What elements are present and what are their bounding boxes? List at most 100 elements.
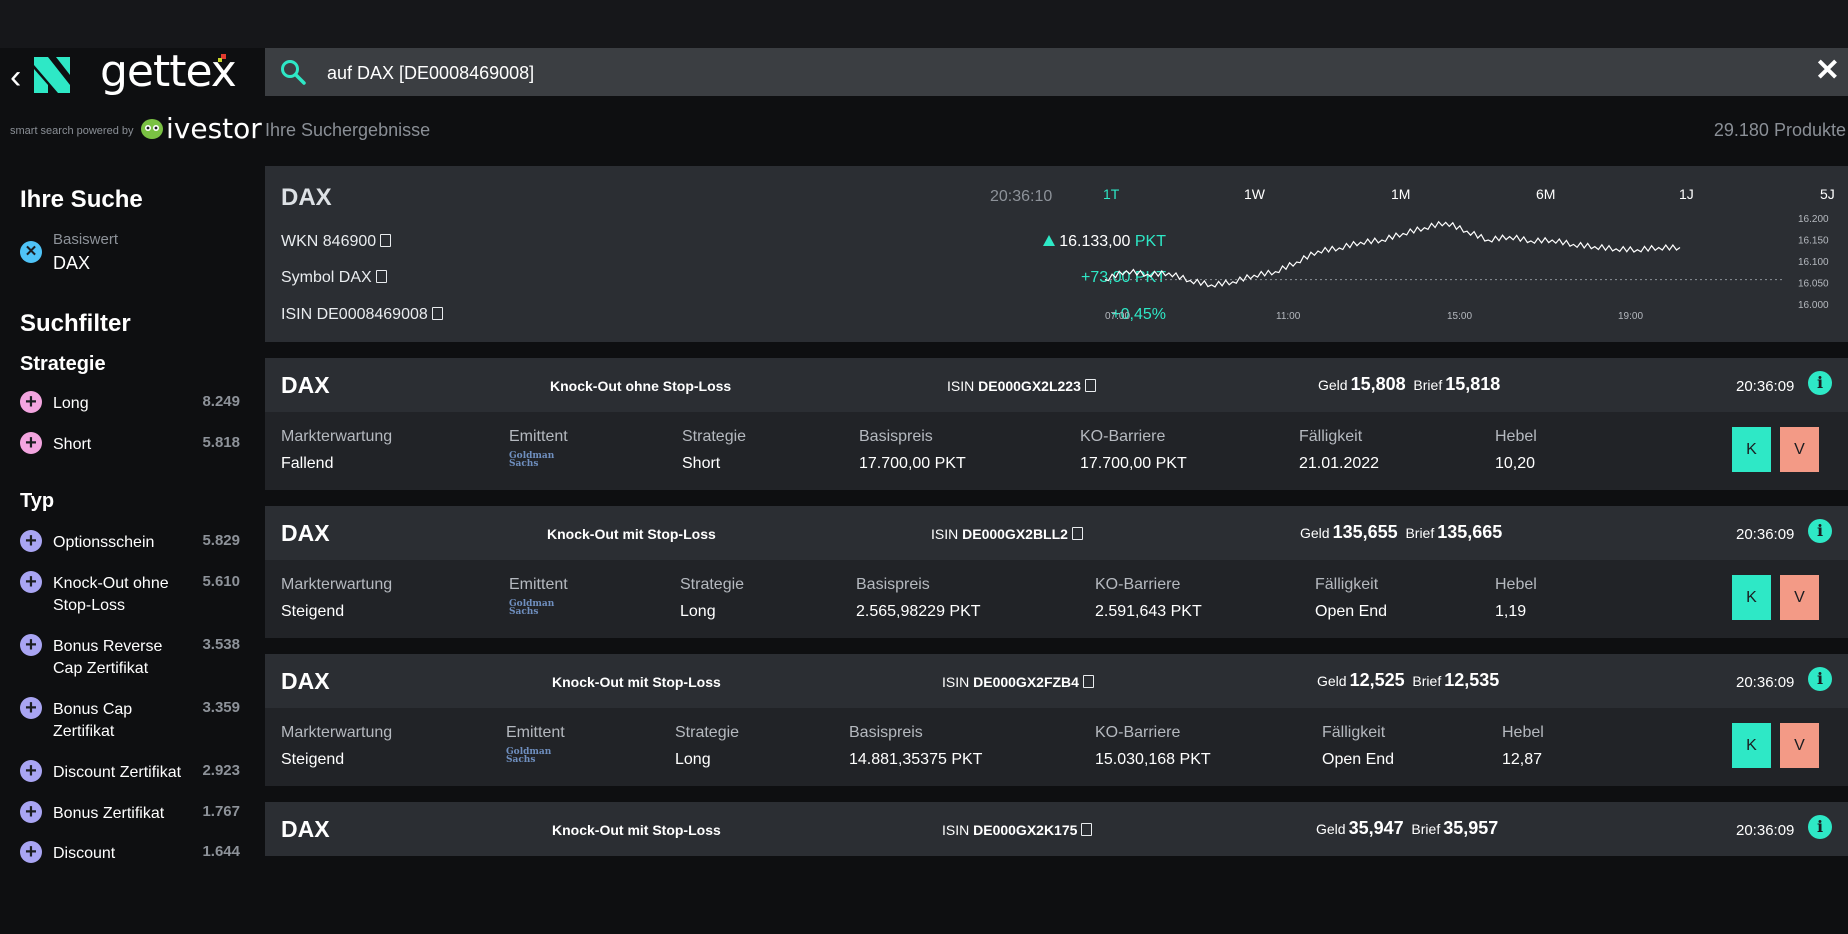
period-tab-5j[interactable]: 5J [1820, 186, 1835, 202]
field-label-strategie: Strategie [680, 576, 745, 593]
field-label-markt: Markterwartung [281, 428, 393, 445]
copy-icon[interactable] [375, 270, 387, 283]
quote: Geld 135,655 Brief 135,665 [1300, 522, 1502, 543]
field-label-basis: Basispreis [859, 428, 933, 445]
filter-label: Bonus Cap Zertifikat [53, 701, 133, 740]
field-label-faellig: Fälligkeit [1299, 428, 1363, 445]
isin-text: ISIN DE0008469008 [281, 306, 428, 323]
search-icon[interactable] [279, 58, 307, 86]
price-row: 16.133,00 PKT [1043, 233, 1166, 251]
field-label-basis: Basispreis [856, 576, 930, 593]
search-bar: ✕ [265, 48, 1848, 96]
y-tick-label: 16.050 [1798, 279, 1829, 290]
filter-count: 5.829 [202, 532, 240, 549]
symbol-text: Symbol DAX [281, 269, 372, 286]
filter-count: 1.767 [202, 803, 240, 820]
x-tick-label: 07:00 [1105, 311, 1130, 322]
isin-value: DE000GX2FZB4 [973, 674, 1079, 690]
brief-value: 12,535 [1444, 670, 1500, 690]
info-icon[interactable]: i [1808, 519, 1832, 543]
isin-value: DE000GX2K175 [973, 822, 1078, 838]
copy-icon[interactable] [431, 307, 443, 320]
add-filter-icon[interactable]: + [20, 801, 42, 823]
filter-count: 8.249 [202, 393, 240, 410]
geld-label: Geld [1318, 377, 1348, 393]
buy-button[interactable]: K [1732, 575, 1771, 620]
period-tab-1j[interactable]: 1J [1679, 186, 1694, 202]
product-isin: ISIN DE000GX2BLL2 [931, 526, 1083, 542]
field-value-ko: 15.030,168 PKT [1095, 751, 1211, 768]
basis-label: Basiswert [53, 231, 119, 248]
quote: Geld 15,808 Brief 15,818 [1318, 374, 1500, 395]
issuer-logo: Goldman Sachs [506, 748, 551, 765]
add-filter-icon[interactable]: + [20, 841, 42, 863]
add-filter-icon[interactable]: + [20, 760, 42, 782]
wkn-row: WKN 846900 [281, 233, 392, 251]
product-card[interactable]: DAX Knock-Out mit Stop-Loss ISIN DE000GX… [265, 506, 1848, 638]
add-filter-icon[interactable]: + [20, 391, 42, 413]
underlying-name: DAX [281, 184, 332, 211]
geld-value: 135,655 [1332, 522, 1398, 542]
field-value-hebel: 1,19 [1495, 603, 1527, 620]
copy-icon[interactable] [1082, 675, 1094, 688]
field-value-basis: 17.700,00 PKT [859, 455, 966, 472]
issuer-logo: Goldman Sachs [509, 600, 554, 617]
buy-button[interactable]: K [1732, 723, 1771, 768]
period-tab-1w[interactable]: 1W [1244, 186, 1265, 202]
product-card-header: DAX Knock-Out mit Stop-Loss ISIN DE000GX… [265, 802, 1848, 856]
field-value-hebel: 10,20 [1495, 455, 1536, 472]
copy-icon[interactable] [380, 234, 392, 247]
price-unit: PKT [1134, 233, 1166, 250]
field-label-faellig: Fälligkeit [1315, 576, 1379, 593]
brief-value: 15,818 [1445, 374, 1501, 394]
brand-dots-icon [218, 54, 226, 62]
product-card-body: Markterwartung Steigend Emittent Goldman… [265, 560, 1848, 638]
remove-filter-icon[interactable]: ✕ [20, 241, 42, 263]
filter-label: Knock-Out ohne Stop-Loss [53, 575, 169, 614]
back-chevron-icon[interactable]: ‹ [10, 58, 22, 96]
results-label: Ihre Suchergebnisse [265, 120, 431, 140]
field-value-ko: 2.591,643 PKT [1095, 603, 1202, 620]
brand-name[interactable]: gettex [100, 46, 237, 97]
sell-button[interactable]: V [1780, 575, 1819, 620]
info-icon[interactable]: i [1808, 815, 1832, 839]
product-underlying: DAX [281, 816, 330, 842]
product-card[interactable]: DAX Knock-Out ohne Stop-Loss ISIN DE000G… [265, 358, 1848, 490]
change-pct-value: +0,45% [1111, 306, 1166, 323]
issuer-line1: Goldman [509, 451, 555, 461]
product-card-body: Markterwartung Fallend Emittent Goldman S… [265, 412, 1848, 490]
buy-button[interactable]: K [1732, 427, 1771, 472]
add-filter-icon[interactable]: + [20, 571, 42, 593]
clear-search-icon[interactable]: ✕ [1814, 54, 1840, 87]
field-value-basis: 2.565,98229 PKT [856, 603, 981, 620]
info-icon[interactable]: i [1808, 371, 1832, 395]
product-card[interactable]: DAX Knock-Out mit Stop-Loss ISIN DE000GX… [265, 802, 1848, 934]
add-filter-icon[interactable]: + [20, 432, 42, 454]
sell-button[interactable]: V [1780, 427, 1819, 472]
copy-icon[interactable] [1084, 379, 1096, 392]
geld-value: 12,525 [1349, 670, 1405, 690]
add-filter-icon[interactable]: + [20, 697, 42, 719]
change-value: +73,00 PKT [1081, 269, 1166, 286]
filter-count: 1.644 [202, 843, 240, 860]
product-isin: ISIN DE000GX2FZB4 [942, 674, 1094, 690]
copy-icon[interactable] [1081, 823, 1093, 836]
sell-button[interactable]: V [1780, 723, 1819, 768]
copy-icon[interactable] [1071, 527, 1083, 540]
add-filter-icon[interactable]: + [20, 530, 42, 552]
filter-label: Discount Zertifikat [53, 764, 182, 781]
filter-label: Short [53, 436, 92, 453]
field-value-strategie: Short [682, 455, 721, 472]
basis-value: DAX [53, 253, 91, 273]
up-arrow-icon [1043, 235, 1056, 246]
add-filter-icon[interactable]: + [20, 634, 42, 656]
gettex-logo-icon [34, 57, 70, 93]
filter-title: Suchfilter [20, 310, 131, 337]
period-tab-6m[interactable]: 6M [1536, 186, 1556, 202]
period-tab-1m[interactable]: 1M [1391, 186, 1411, 202]
info-icon[interactable]: i [1808, 667, 1832, 691]
period-tab-1t[interactable]: 1T [1103, 186, 1120, 202]
search-input[interactable] [325, 58, 1729, 88]
product-card[interactable]: DAX Knock-Out mit Stop-Loss ISIN DE000GX… [265, 654, 1848, 786]
isin-row: ISIN DE0008469008 [281, 306, 443, 324]
